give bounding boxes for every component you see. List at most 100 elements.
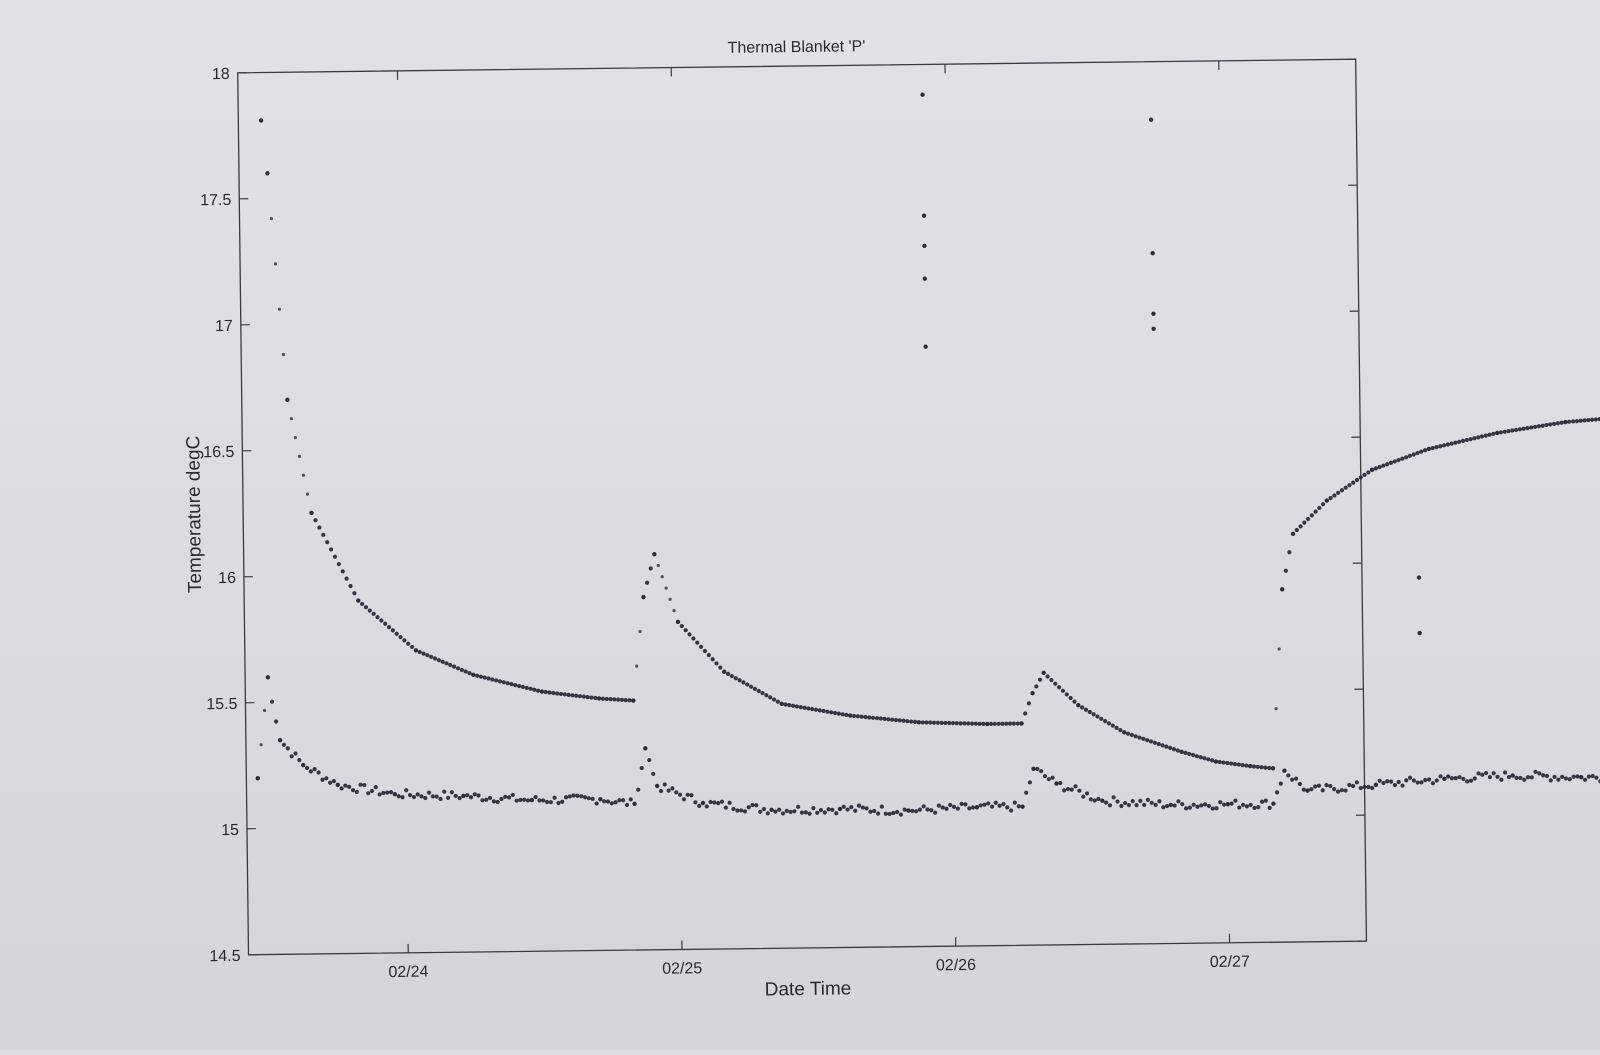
series-1-point xyxy=(1141,737,1145,741)
series-2-point xyxy=(941,805,945,809)
series-2-point xyxy=(556,801,560,805)
series-1-point xyxy=(917,720,921,724)
series-2-point xyxy=(1271,801,1275,805)
series-1-point xyxy=(1412,452,1416,456)
series-1-point xyxy=(620,698,624,702)
series-2-point xyxy=(1568,777,1572,781)
series-2-point xyxy=(1587,774,1591,778)
series-2-point xyxy=(1340,788,1344,792)
series-1-point xyxy=(652,552,656,556)
series-2-point xyxy=(378,792,382,796)
series-1-point xyxy=(302,474,305,477)
series-2-point xyxy=(834,811,838,815)
series-2-point xyxy=(944,807,948,811)
series-2-point xyxy=(693,800,697,804)
series-2-point xyxy=(347,785,351,789)
series-1-point xyxy=(776,700,780,704)
series-1-point xyxy=(1571,419,1575,423)
series-2-point xyxy=(1256,805,1260,809)
series-2-point xyxy=(861,805,865,809)
series-1-point xyxy=(441,660,445,664)
series-2-point xyxy=(339,786,343,790)
series-2-point xyxy=(526,798,530,802)
series-2-point xyxy=(1173,803,1177,807)
outlier-point xyxy=(1151,327,1155,331)
series-1-point xyxy=(1499,430,1503,434)
series-2-point xyxy=(1423,778,1427,782)
series-2-point xyxy=(884,812,888,816)
series-1-point xyxy=(471,673,475,677)
series-2-point xyxy=(1465,779,1469,783)
series-2-point xyxy=(1028,780,1032,784)
chart-title: Thermal Blanket 'P' xyxy=(728,38,866,57)
series-2-point xyxy=(484,798,488,802)
series-1-point xyxy=(544,690,548,694)
series-1-point xyxy=(745,682,749,686)
series-2-point xyxy=(1503,770,1507,774)
series-2-point xyxy=(773,809,777,813)
series-1-point xyxy=(657,564,660,567)
series-1-point xyxy=(317,525,321,529)
outlier-point xyxy=(923,276,927,280)
series-1-point xyxy=(848,713,852,717)
series-1-point xyxy=(1111,723,1115,727)
series-2-point xyxy=(1461,777,1465,781)
outlier-point xyxy=(1417,575,1421,579)
data-markers xyxy=(247,83,1600,824)
series-1-point xyxy=(1484,433,1488,437)
series-2-point xyxy=(465,793,469,797)
series-1-point xyxy=(1374,466,1378,470)
series-2-point xyxy=(1054,781,1058,785)
series-1-point xyxy=(1563,420,1567,424)
series-2-point xyxy=(1435,778,1439,782)
series-2-point xyxy=(1571,775,1575,779)
series-1-point xyxy=(270,217,273,220)
series-1-point xyxy=(993,722,997,726)
series-2-point xyxy=(1245,804,1249,808)
series-1-point xyxy=(1525,426,1529,430)
series-1-point xyxy=(536,689,540,693)
series-1-point xyxy=(661,575,664,578)
series-2-point xyxy=(351,788,355,792)
series-2-point xyxy=(1530,775,1534,779)
series-2-point xyxy=(1180,802,1184,806)
series-2-point xyxy=(1488,775,1492,779)
outlier-point xyxy=(1417,631,1421,635)
series-1-point xyxy=(1153,741,1157,745)
series-2-point xyxy=(1104,800,1108,804)
outlier-point xyxy=(920,92,924,96)
series-2-point xyxy=(792,809,796,813)
series-1-point xyxy=(456,666,460,670)
series-1-point xyxy=(1206,757,1210,761)
series-1-point xyxy=(1491,432,1495,436)
series-2-point xyxy=(1526,775,1530,779)
series-2-point xyxy=(370,789,374,793)
series-1-point xyxy=(1442,443,1446,447)
series-2-point xyxy=(667,789,671,793)
series-2-point xyxy=(724,806,728,810)
series-2-point xyxy=(461,794,465,798)
series-2-point xyxy=(1541,773,1545,777)
series-2-point xyxy=(1343,788,1347,792)
series-2-point xyxy=(496,800,500,804)
series-1-point xyxy=(383,622,387,626)
series-2-point xyxy=(933,811,937,815)
series-2-point xyxy=(1035,767,1039,771)
series-1-point xyxy=(680,624,684,628)
series-2-point xyxy=(1305,788,1309,792)
series-1-point xyxy=(1225,761,1229,765)
series-2-point xyxy=(419,794,423,798)
series-2-point xyxy=(747,805,751,809)
series-2-point xyxy=(320,778,324,782)
series-1-point xyxy=(981,722,985,726)
series-1-point xyxy=(1446,442,1450,446)
series-1-point xyxy=(551,691,555,695)
series-2-point xyxy=(270,700,274,704)
series-1-point xyxy=(578,694,582,698)
series-1-point xyxy=(1019,721,1023,725)
series-2-point xyxy=(473,792,477,796)
series-1-point xyxy=(947,721,951,725)
series-1-point xyxy=(352,591,356,595)
y-tick-label: 16 xyxy=(218,570,236,587)
